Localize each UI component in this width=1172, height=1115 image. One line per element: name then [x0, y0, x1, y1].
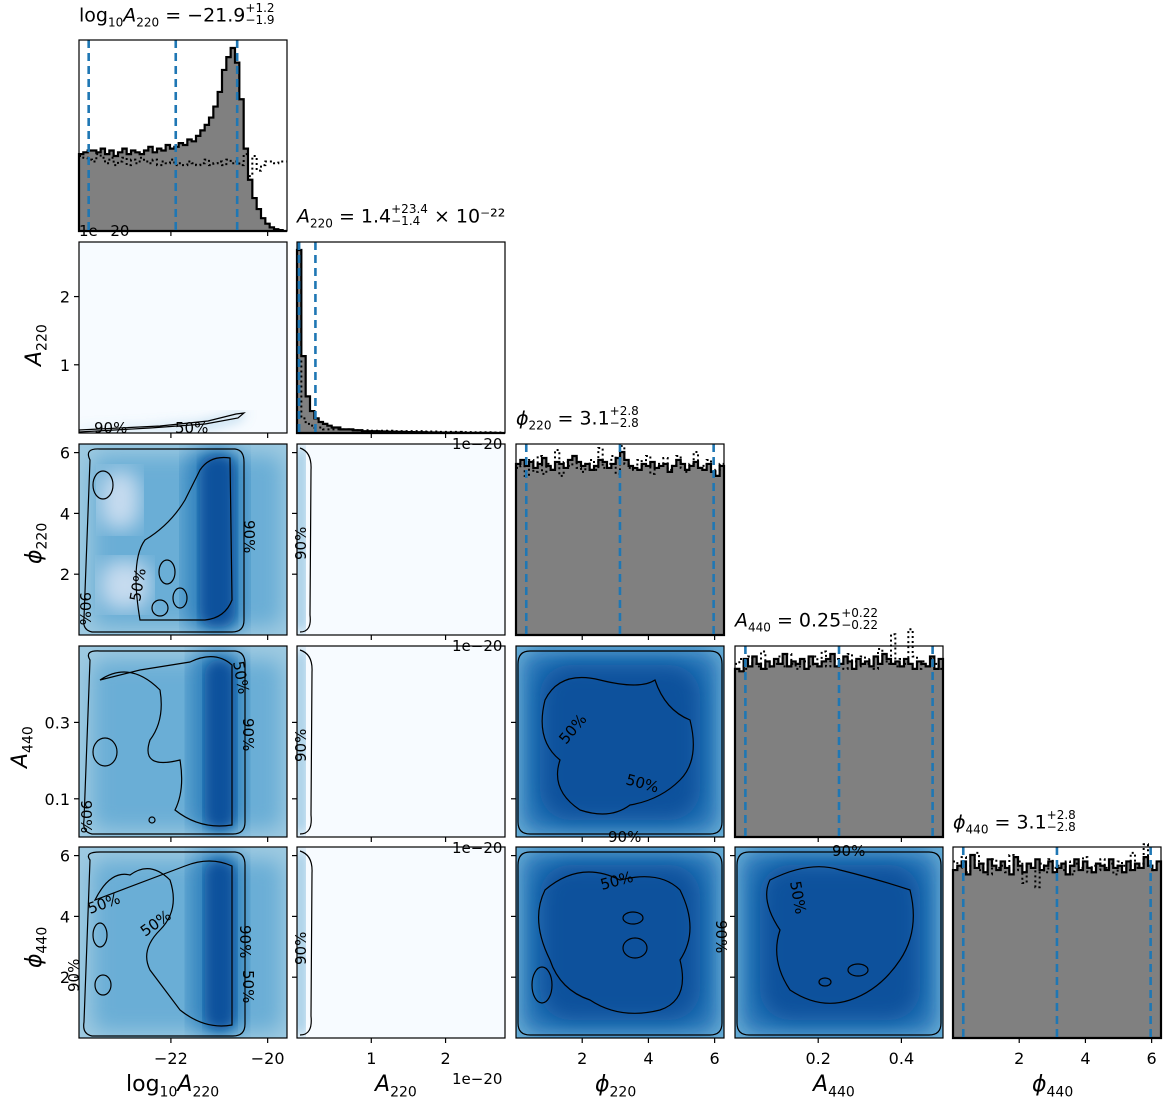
panel-frame-log10A220-phi220	[78, 443, 288, 636]
panel-frame-A220-phi440	[296, 846, 506, 1039]
panel-frame-A220-phi220	[296, 443, 506, 636]
panel-frame-phi220-phi220	[515, 443, 725, 636]
ytick-label-phi220: 6	[60, 444, 70, 463]
xtick-label-phi220: 6	[710, 1049, 720, 1068]
panel-A220-phi220-density	[297, 444, 505, 635]
panel-A220-phi440-density	[297, 847, 505, 1038]
xtick-label-A220: 1	[366, 1049, 376, 1068]
panel-log10A220-phi440-density	[79, 847, 287, 1038]
prior-histogram-A220	[297, 358, 505, 434]
contour-label-90: 90%	[292, 729, 310, 762]
contour-label-50: 50%	[786, 880, 810, 916]
panel-log10A220-A220-density	[79, 242, 287, 433]
ytick-label-A440: 0.3	[45, 713, 70, 732]
xtick-label-log10A220: −22	[154, 1049, 188, 1068]
contour-label-50: 50%	[239, 970, 257, 1003]
ytick-label-phi440: 2	[60, 968, 70, 987]
offset-label-y: 1e−20	[79, 222, 130, 240]
prior-histogram-A440	[735, 628, 943, 670]
ytick-label-A220: 2	[60, 288, 70, 307]
panel-frame-A220-A440	[296, 645, 506, 838]
panel-log10A220-phi220-density	[79, 444, 287, 635]
xtick-label-phi220: 4	[643, 1049, 653, 1068]
xtick-label-log10A220: −20	[251, 1049, 285, 1068]
contour-label-90: 90%	[236, 925, 254, 958]
panel-frame-A440-phi440	[734, 846, 944, 1039]
title-A220: A220 = 1.4 +23.4 −1.4 × 10⁻²²	[297, 202, 506, 231]
ytick-label-A440: 0.1	[45, 790, 70, 809]
panel-frame-phi220-A440	[515, 645, 725, 838]
xtick-label-phi440: 4	[1080, 1049, 1090, 1068]
dynamic-chart-layer: −22 −20 1 2 2 4 6 0.2 0.4 2 4 6 1 2 2 4 6 0.1 0.3 2 4 6	[45, 39, 1163, 1068]
panel-frame-phi440-phi440	[952, 846, 1162, 1039]
offset-label-x-hidden: 1e−20	[452, 637, 503, 655]
xtick-label-A440: 0.4	[889, 1049, 914, 1068]
panel-frame-log10A220-A220	[78, 241, 288, 434]
panel-frame-log10A220-log10A220	[78, 39, 288, 232]
ytick-label-A220: 1	[60, 356, 70, 375]
xlabel-A440: A440	[813, 1072, 855, 1101]
histogram-A220	[295, 248, 505, 435]
ytick-label-phi440: 6	[60, 847, 70, 866]
panel-A440-phi440-density	[735, 847, 943, 1038]
xlabel-A220: A220	[375, 1072, 417, 1101]
ylabel-phi220: ϕ220	[22, 522, 51, 564]
contour-label-90: 90%	[76, 592, 94, 625]
xtick-label-phi440: 6	[1147, 1049, 1157, 1068]
panel-log10A220-A440-density	[79, 646, 287, 837]
xlabel-phi220: ϕ220	[595, 1072, 637, 1101]
xtick-label-A220: 2	[440, 1049, 450, 1068]
panel-phi220-phi440-density	[516, 847, 724, 1038]
contour-label-90: 90%	[239, 718, 257, 751]
title-A440: A440 = 0.25 +0.22 −0.22	[735, 606, 878, 635]
ylabel-phi440: ϕ440	[22, 926, 51, 968]
contour-label-90: 90%	[292, 932, 310, 965]
offset-label-x-hidden: 1e−20	[452, 435, 503, 453]
contour-label-50: 50%	[175, 419, 208, 437]
histogram-log10A220	[77, 46, 287, 233]
ytick-label-phi220: 2	[60, 565, 70, 584]
xtick-label-phi440: 2	[1014, 1049, 1024, 1068]
panel-frame-log10A220-phi440	[78, 846, 288, 1039]
title-phi220: ϕ220 = 3.1 +2.8 −2.8	[516, 404, 639, 433]
contour-label-90: 90%	[77, 800, 95, 833]
ylabel-A220: A220	[22, 324, 51, 366]
contour-label-90: 90%	[832, 842, 865, 860]
ytick-label-phi220: 4	[60, 504, 70, 523]
title-value: −21.9	[187, 4, 246, 27]
panel-A220-A440-density	[297, 646, 505, 837]
contour-label-90: 90%	[292, 527, 310, 560]
xtick-label-A440: 0.2	[805, 1049, 830, 1068]
panel-frame-phi220-phi440	[515, 846, 725, 1039]
ylabel-A440: A440	[8, 726, 37, 768]
prior-histogram-log10A220	[79, 153, 287, 178]
offset-label-x: 1e−20	[452, 1070, 503, 1088]
title-log10A220: log10A220 = −21.9 +1.2 −1.9	[79, 1, 275, 30]
xlabel-phi440: ϕ440	[1032, 1072, 1074, 1101]
panel-phi220-A440-density	[516, 646, 724, 837]
panel-frame-A440-A440	[734, 645, 944, 838]
offset-label-x-hidden: 1e−20	[452, 839, 503, 857]
contour-label-50: 50%	[126, 567, 150, 603]
ytick-label-phi440: 4	[60, 907, 70, 926]
contour-label-90: 90%	[240, 520, 258, 553]
xtick-label-phi220: 2	[577, 1049, 587, 1068]
contour-label-90: 90%	[94, 419, 127, 437]
contour-label-90: 90%	[712, 920, 730, 953]
title-phi440: ϕ440 = 3.1 +2.8 −2.8	[953, 808, 1076, 837]
panel-frame-A220-A220	[296, 241, 506, 434]
xlabel-log10A220: log10A220	[126, 1072, 220, 1101]
contour-label-50: 50%	[229, 660, 253, 696]
panel-frame-log10A220-A440	[78, 645, 288, 838]
